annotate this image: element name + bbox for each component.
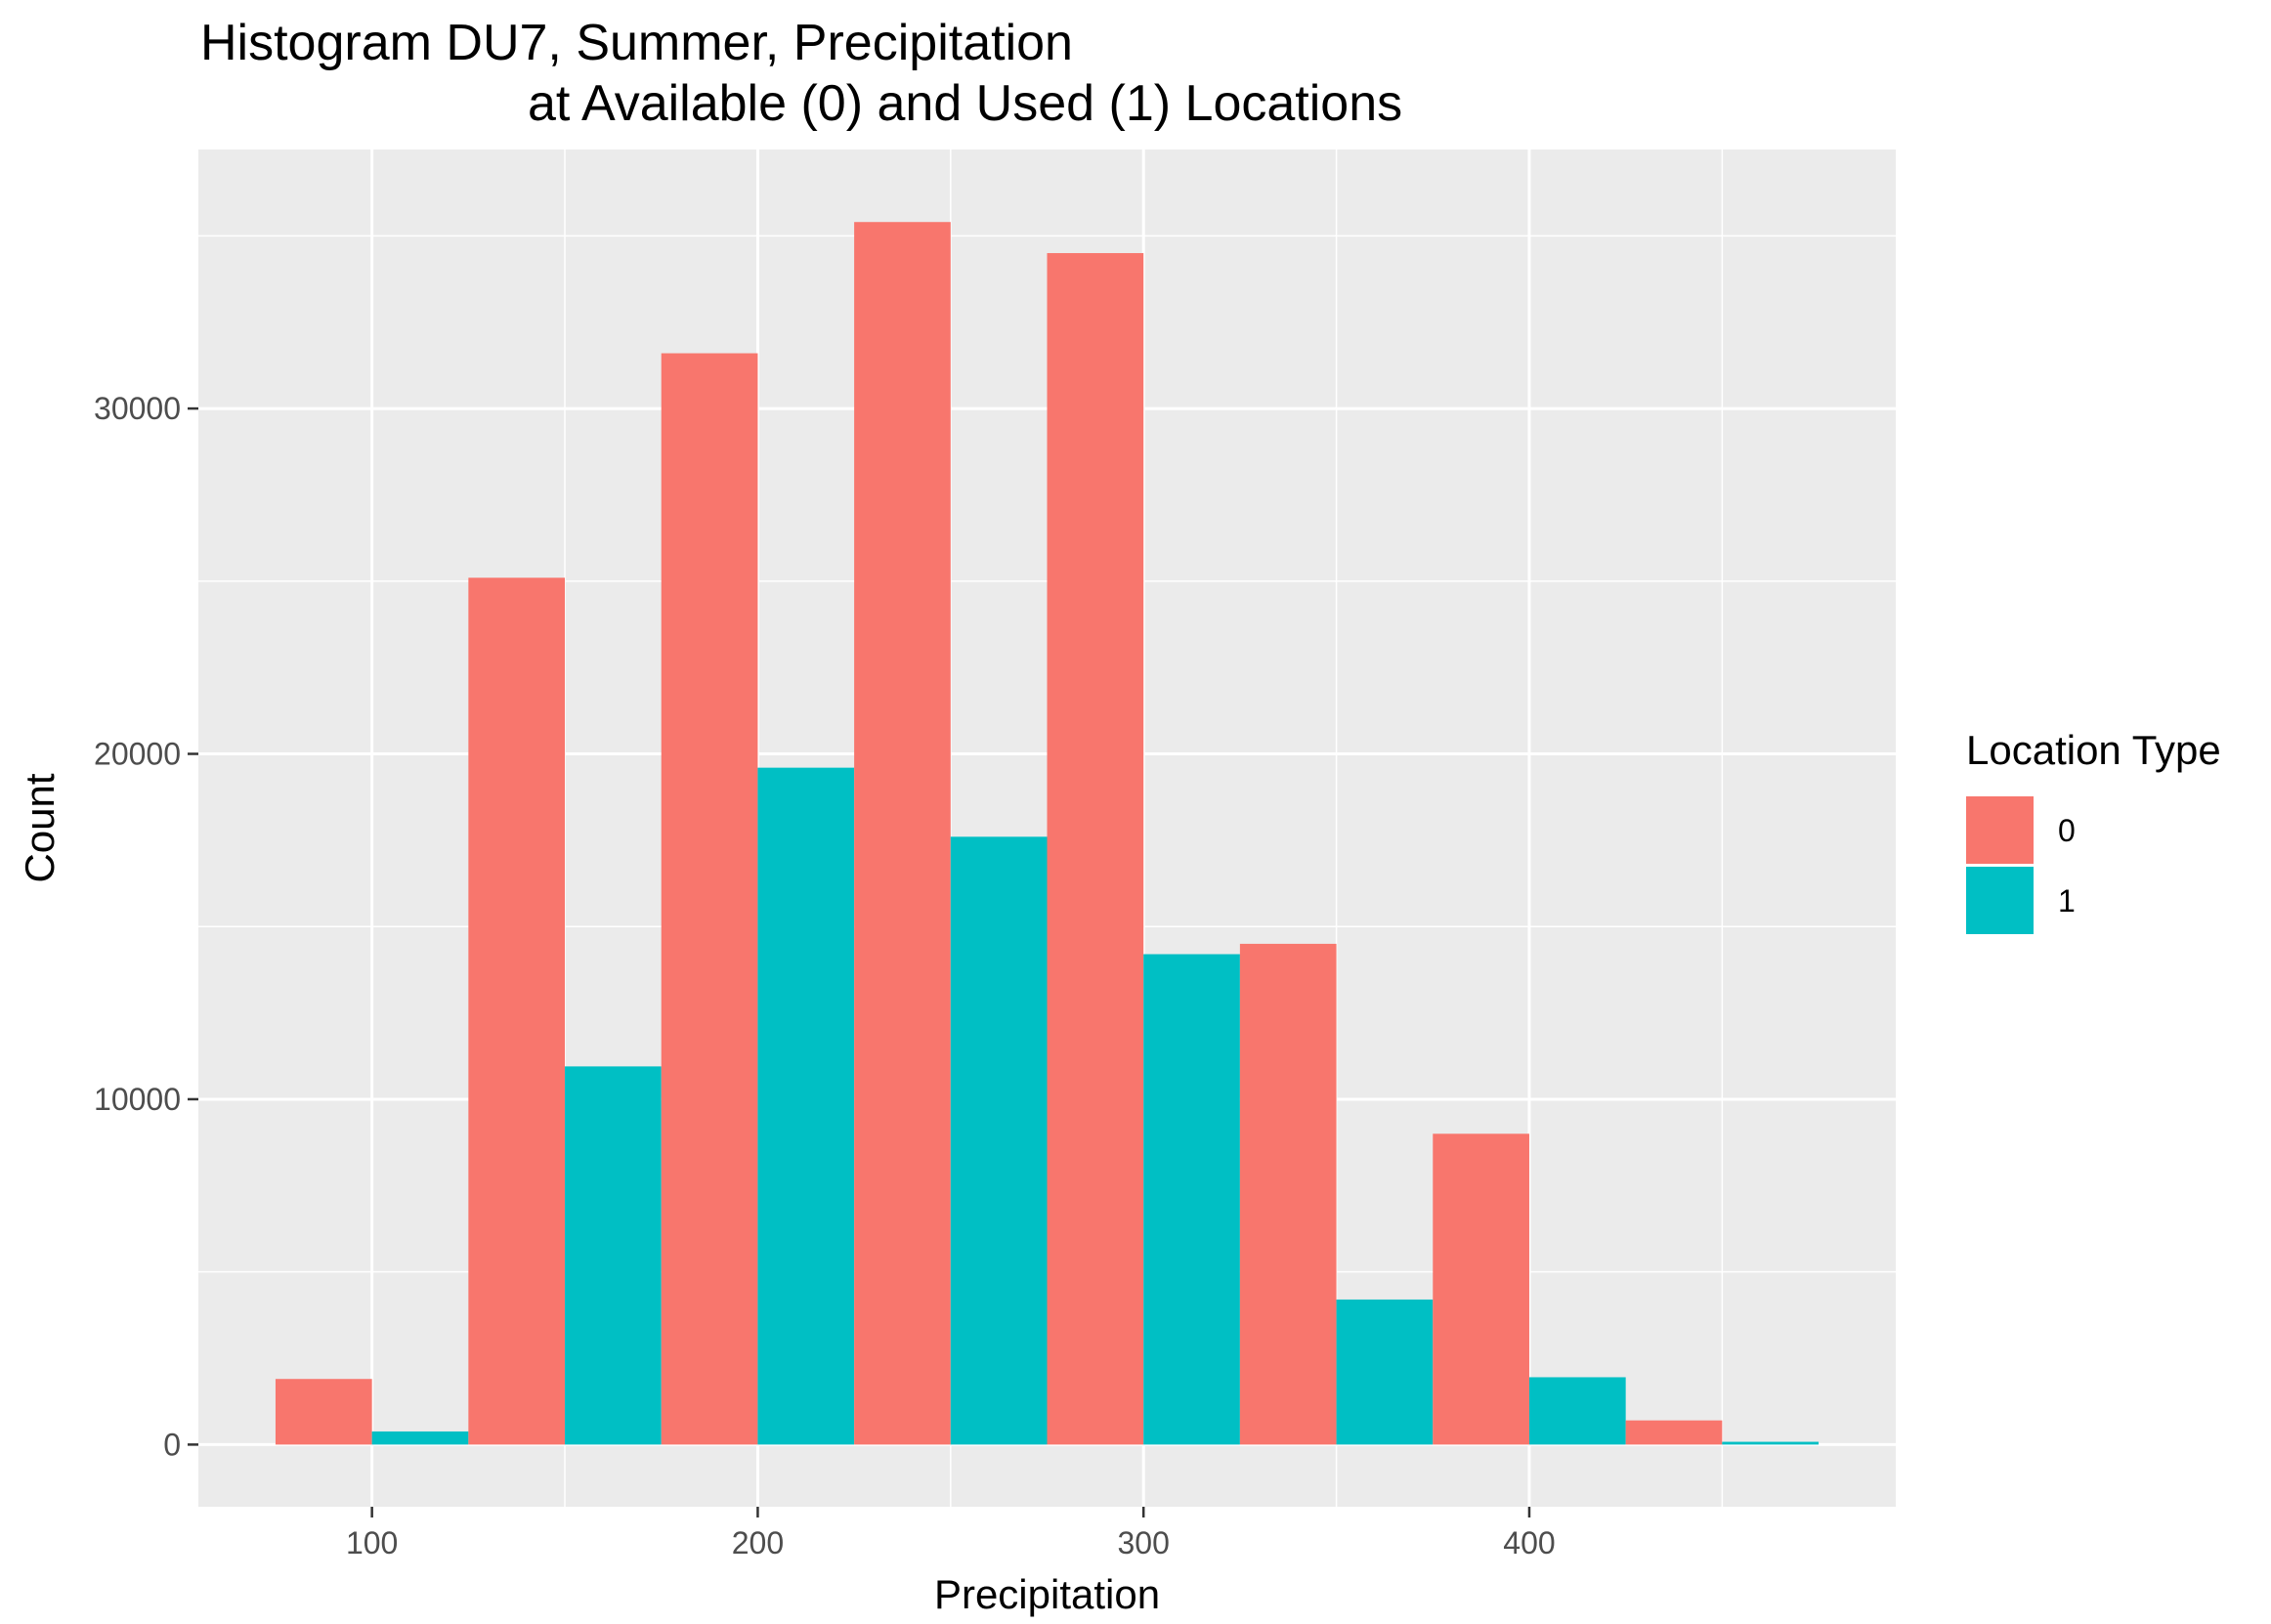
- chart-title-line-1: Histogram DU7, Summer, Precipitation: [200, 15, 1073, 71]
- bars: [275, 222, 1820, 1445]
- x-tick-label: 400: [1503, 1525, 1555, 1560]
- y-tick-label: 0: [163, 1427, 181, 1462]
- legend-label-0: 0: [2058, 813, 2076, 848]
- y-tick-label: 20000: [94, 737, 181, 772]
- bar-series-0: [661, 353, 758, 1445]
- x-axis-title: Precipitation: [934, 1571, 1160, 1617]
- axes: 100 200 300 400 0 10000 20000 30000: [94, 391, 1556, 1560]
- legend-title: Location Type: [1966, 727, 2221, 773]
- bar-series-1: [565, 1066, 662, 1445]
- chart-title-line-2: at Available (0) and Used (1) Locations: [528, 75, 1403, 132]
- bar-series-1: [757, 767, 855, 1445]
- bar-series-1: [1528, 1377, 1626, 1445]
- legend-key-0: [1966, 796, 2034, 864]
- x-tick-label: 100: [346, 1525, 398, 1560]
- legend-key-1: [1966, 867, 2034, 934]
- x-tick-label: 200: [732, 1525, 784, 1560]
- y-tick-label: 30000: [94, 391, 181, 426]
- bar-series-1: [950, 836, 1048, 1445]
- legend-items: 01: [1966, 796, 2076, 934]
- x-tick-label: 300: [1117, 1525, 1169, 1560]
- bar-series-1: [1143, 954, 1240, 1445]
- bar-series-0: [854, 222, 951, 1445]
- bar-series-1: [1336, 1299, 1434, 1445]
- legend-label-1: 1: [2058, 883, 2076, 919]
- bar-series-0: [1239, 943, 1337, 1445]
- bar-series-1: [1722, 1441, 1820, 1445]
- y-tick-label: 10000: [94, 1082, 181, 1117]
- legend: Location Type 01: [1966, 727, 2221, 934]
- y-axis-title: Count: [17, 773, 63, 882]
- bar-series-1: [371, 1431, 469, 1445]
- bar-series-0: [1625, 1420, 1723, 1445]
- bar-series-0: [1433, 1133, 1529, 1445]
- bar-series-0: [1047, 253, 1144, 1445]
- bar-series-0: [275, 1379, 372, 1445]
- bar-series-0: [468, 577, 566, 1445]
